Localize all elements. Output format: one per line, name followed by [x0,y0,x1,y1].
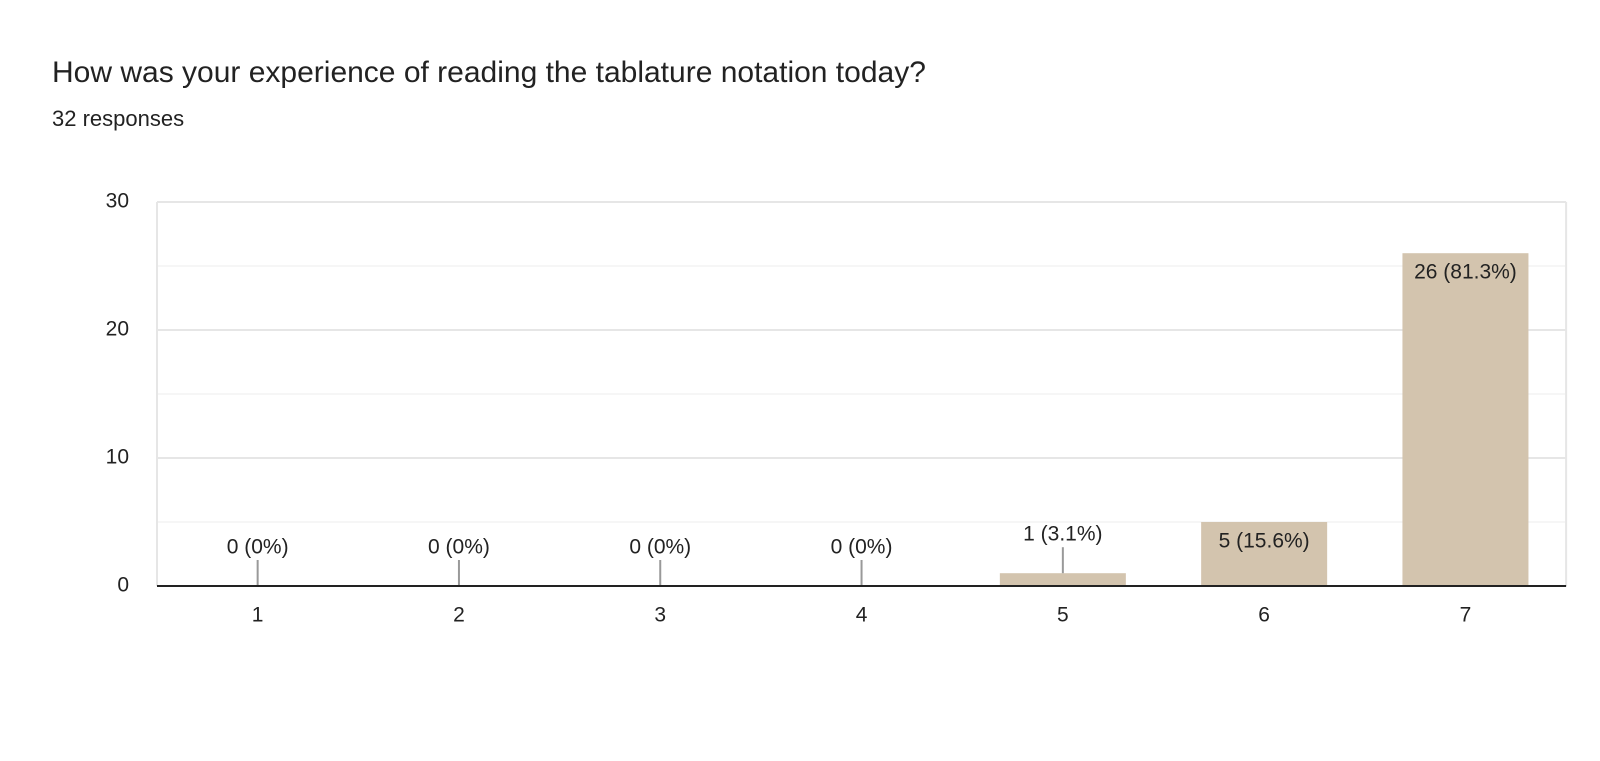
y-tick-label: 10 [106,446,129,469]
data-label: 5 (15.6%) [1219,530,1310,553]
x-tick-label: 3 [654,604,666,627]
chart-subtitle: 32 responses [52,106,184,131]
bar [1402,253,1529,586]
data-label: 0 (0%) [428,536,490,559]
data-label: 1 (3.1%) [1023,523,1102,546]
bar [1201,522,1328,586]
chart-title: How was your experience of reading the t… [52,56,926,89]
data-label: 0 (0%) [831,536,893,559]
x-tick-label: 4 [856,604,868,627]
x-tick-label: 7 [1460,604,1472,627]
y-tick-label: 0 [117,574,129,597]
x-tick-label: 1 [252,604,264,627]
data-label: 0 (0%) [629,536,691,559]
bar [999,573,1126,586]
x-tick-label: 5 [1057,604,1069,627]
x-tick-label: 2 [453,604,465,627]
x-tick-label: 6 [1258,604,1270,627]
y-tick-label: 30 [106,190,129,213]
y-tick-label: 20 [106,318,129,341]
data-label: 26 (81.3%) [1414,261,1517,284]
data-label: 0 (0%) [227,536,289,559]
